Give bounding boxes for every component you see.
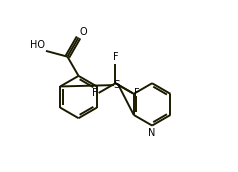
Text: S: S	[113, 80, 119, 90]
Text: N: N	[149, 128, 156, 138]
Text: HO: HO	[30, 40, 45, 50]
Text: F: F	[113, 52, 118, 62]
Text: F: F	[134, 88, 139, 98]
Text: F: F	[92, 88, 97, 98]
Text: O: O	[79, 27, 87, 37]
